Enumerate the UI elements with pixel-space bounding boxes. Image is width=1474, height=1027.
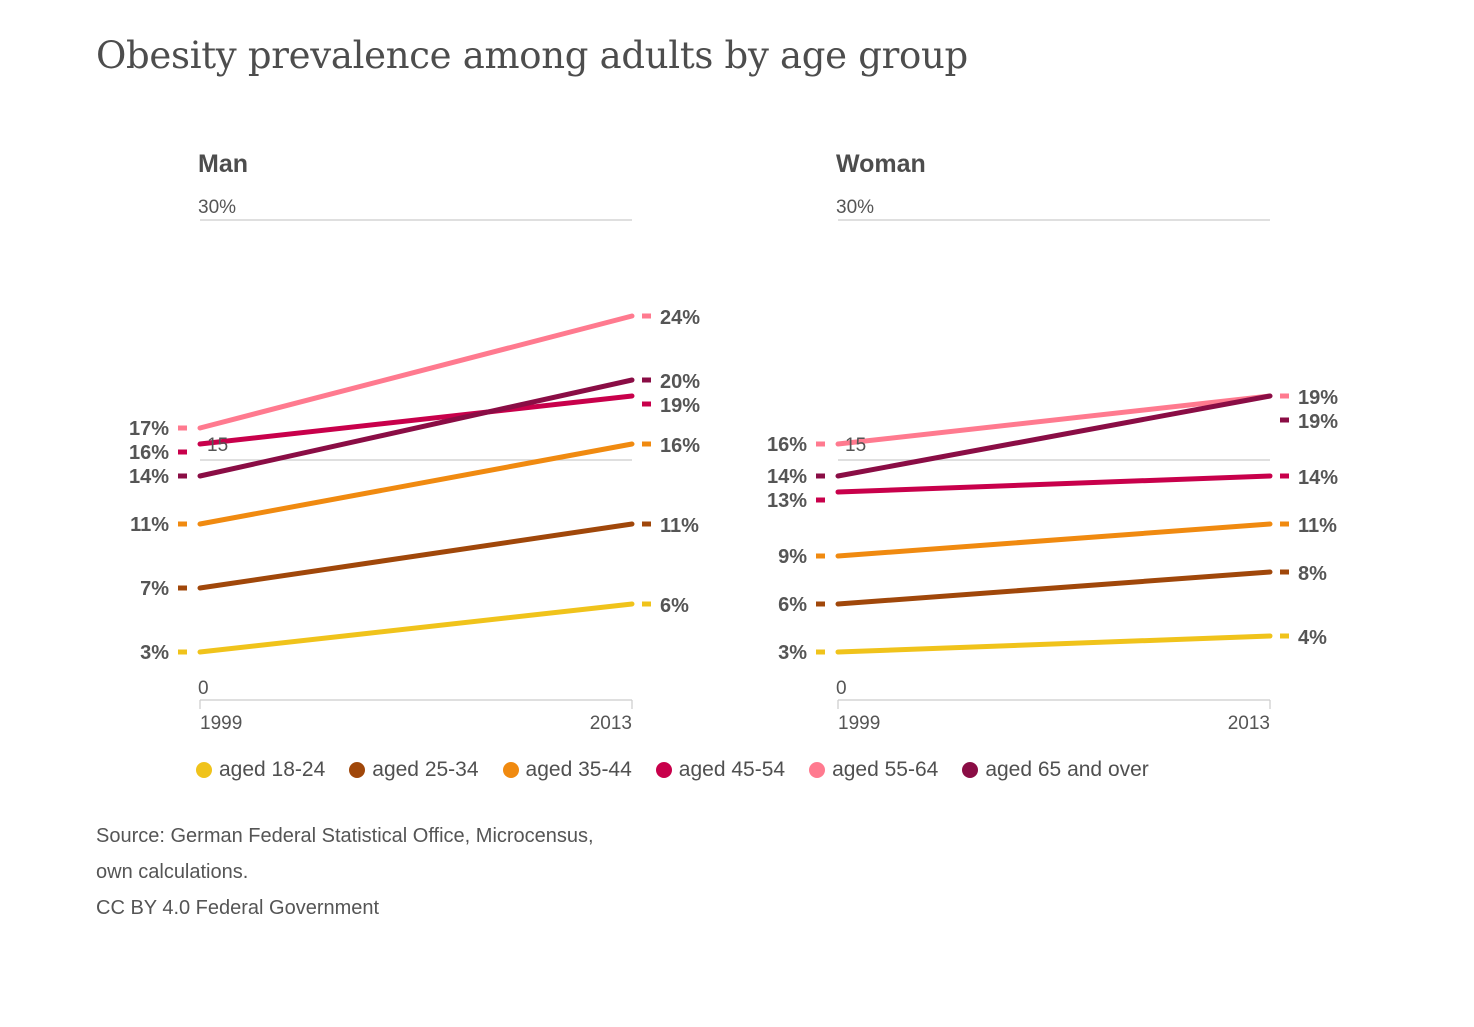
legend-label: aged 65 and over	[985, 758, 1149, 781]
data-label: 14%	[1298, 467, 1338, 489]
legend-label: aged 45-54	[678, 758, 786, 781]
x-tick-label: 2013	[590, 713, 632, 734]
legend-label: aged 35-44	[525, 758, 632, 781]
data-label: 3%	[140, 642, 169, 664]
data-label: 4%	[1298, 627, 1327, 649]
series-line	[197, 441, 635, 527]
series-line	[197, 377, 635, 479]
license-line: CC BY 4.0 Federal Government	[96, 897, 380, 919]
data-label: 6%	[778, 594, 807, 616]
series-line	[197, 601, 635, 655]
series-line	[197, 393, 635, 447]
series-line	[835, 473, 1273, 495]
data-label: 19%	[1298, 387, 1338, 409]
series-line	[835, 393, 1273, 479]
series-line	[835, 633, 1273, 655]
legend-item-65-plus: aged 65 and over	[962, 758, 1149, 782]
legend-item-45-54: aged 45-54	[655, 758, 786, 782]
series-line	[197, 313, 635, 431]
chart-title: Obesity prevalence among adults by age g…	[96, 34, 968, 77]
data-label: 16%	[660, 435, 700, 457]
y-tick-label: 0	[836, 678, 847, 699]
x-tick-label: 2013	[1228, 713, 1270, 734]
data-label: 6%	[660, 595, 689, 617]
series-line	[835, 569, 1273, 607]
data-label: 11%	[660, 515, 699, 537]
legend-item-35-44: aged 35-44	[502, 758, 632, 782]
data-label: 11%	[130, 514, 169, 536]
data-label: 3%	[778, 642, 807, 664]
chart-panel-man: Man 30% 0 1999 2013 3% 6% 7% 11% 11% 16% 16% 19% 17% 2…	[129, 150, 700, 734]
series-line	[835, 393, 1273, 447]
legend-label: aged 18-24	[219, 758, 326, 781]
panel-title: Man	[198, 150, 248, 178]
data-label: 17%	[129, 418, 169, 440]
data-label: 13%	[767, 490, 807, 512]
panel-title: Woman	[836, 150, 926, 178]
data-label: 9%	[778, 546, 807, 568]
data-label: 11%	[1298, 515, 1337, 537]
legend-swatch	[349, 762, 366, 778]
data-label: 19%	[660, 395, 700, 417]
x-tick-label: 1999	[838, 713, 880, 734]
legend-label: aged 25-34	[372, 758, 479, 781]
annotation-label: 15	[845, 435, 866, 456]
legend-item-55-64: aged 55-64	[809, 758, 938, 782]
x-tick-label: 1999	[200, 713, 242, 734]
source-line: Source: German Federal Statistical Offic…	[96, 825, 594, 847]
data-label: 8%	[1298, 563, 1327, 585]
data-label: 19%	[1298, 411, 1338, 433]
legend-swatch	[655, 762, 672, 778]
y-tick-label: 30%	[836, 197, 874, 218]
legend-swatch	[502, 762, 519, 778]
legend-label: aged 55-64	[832, 758, 939, 781]
legend: aged 18-24 aged 25-34 aged 35-44 aged 45…	[196, 758, 1149, 782]
legend-item-25-34: aged 25-34	[349, 758, 479, 782]
legend-swatch	[196, 762, 212, 778]
source-line: own calculations.	[96, 861, 249, 883]
data-label: 20%	[660, 371, 700, 393]
series-line	[197, 521, 635, 591]
source-note: Source: German Federal Statistical Offic…	[96, 818, 594, 926]
data-label: 16%	[767, 434, 807, 456]
y-tick-label: 0	[198, 678, 209, 699]
data-label: 16%	[129, 442, 169, 464]
data-label: 14%	[767, 466, 807, 488]
y-tick-label: 30%	[198, 197, 236, 218]
data-label: 7%	[140, 578, 169, 600]
data-label: 24%	[660, 307, 700, 329]
annotation-label: 15	[207, 435, 228, 456]
legend-item-18-24: aged 18-24	[196, 758, 325, 782]
legend-swatch	[809, 762, 826, 778]
legend-swatch	[962, 762, 979, 778]
series-line	[835, 521, 1273, 559]
data-label: 14%	[129, 466, 169, 488]
